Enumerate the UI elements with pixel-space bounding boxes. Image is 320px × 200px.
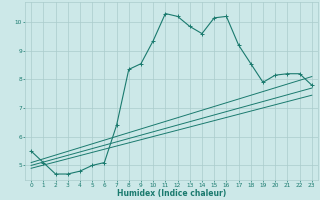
- X-axis label: Humidex (Indice chaleur): Humidex (Indice chaleur): [117, 189, 226, 198]
